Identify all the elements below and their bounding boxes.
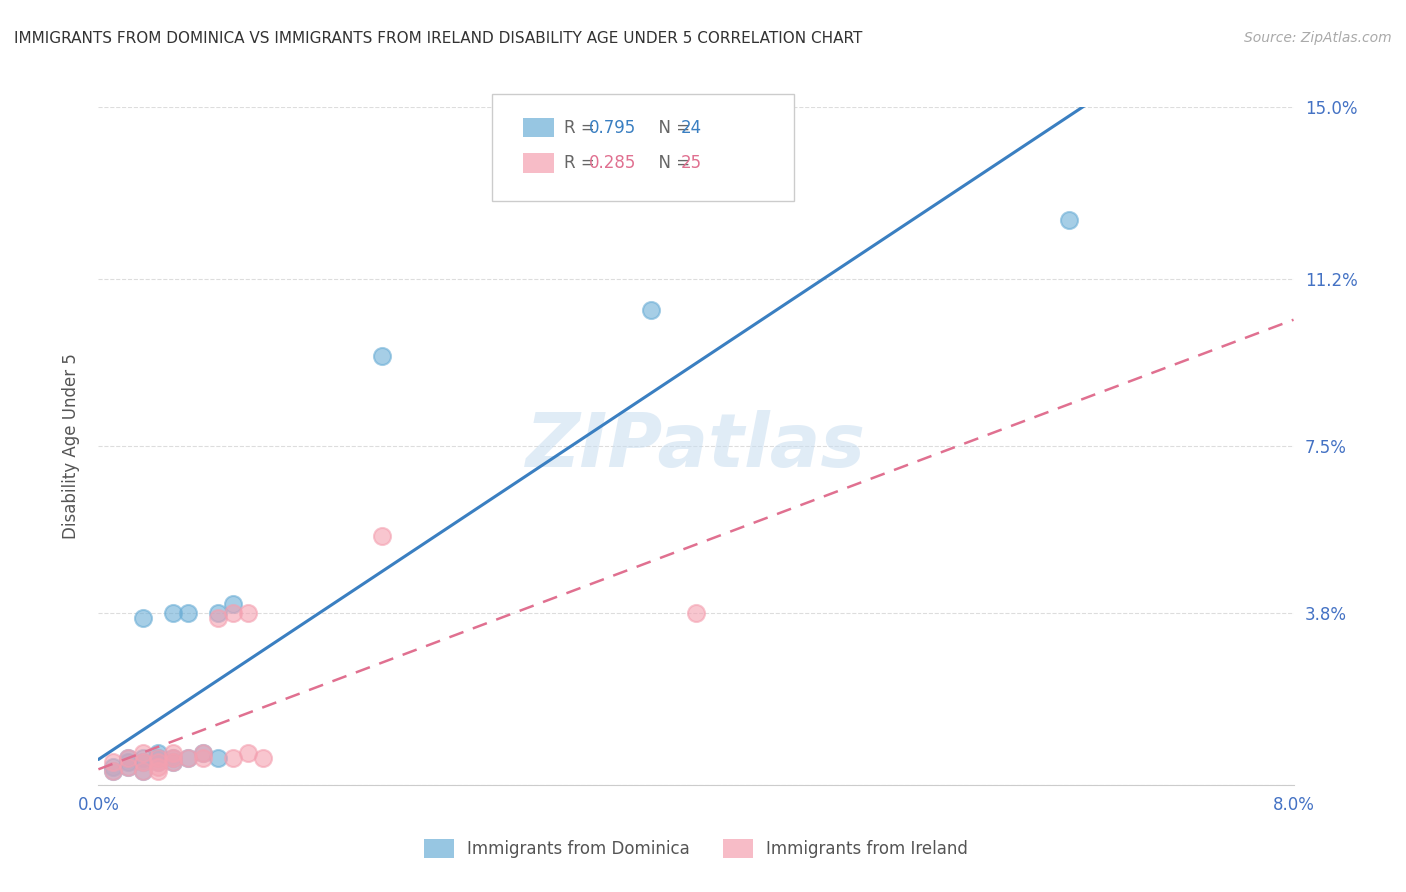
Point [117, 756, 139, 770]
Point [103, 764, 125, 779]
Text: Source: ZipAtlas.com: Source: ZipAtlas.com [1244, 31, 1392, 45]
Point [222, 597, 245, 611]
Point [117, 751, 139, 765]
Point [103, 756, 125, 770]
Point [162, 756, 184, 770]
Point [162, 756, 184, 770]
Point [640, 303, 662, 318]
Point [117, 751, 139, 765]
Point [148, 760, 170, 774]
Text: 25: 25 [681, 154, 702, 172]
Point [222, 606, 245, 620]
Point [191, 751, 214, 765]
Point [148, 756, 170, 770]
Point [162, 747, 184, 761]
Point [252, 751, 274, 765]
Point [236, 606, 259, 620]
Point [191, 747, 214, 761]
Point [148, 756, 170, 770]
Legend: Immigrants from Dominica, Immigrants from Ireland: Immigrants from Dominica, Immigrants fro… [418, 832, 974, 864]
Point [132, 747, 155, 761]
Text: 24: 24 [681, 119, 702, 136]
Point [148, 747, 170, 761]
Point [207, 611, 229, 625]
Point [132, 611, 155, 625]
Point [148, 764, 170, 779]
Text: N =: N = [648, 119, 696, 136]
Point [132, 764, 155, 779]
Point [103, 760, 125, 774]
Point [132, 764, 155, 779]
Point [148, 751, 170, 765]
Point [117, 760, 139, 774]
Point [371, 349, 394, 363]
Point [132, 756, 155, 770]
Point [162, 751, 184, 765]
Text: IMMIGRANTS FROM DOMINICA VS IMMIGRANTS FROM IRELAND DISABILITY AGE UNDER 5 CORRE: IMMIGRANTS FROM DOMINICA VS IMMIGRANTS F… [14, 31, 862, 46]
Point [162, 751, 184, 765]
Point [207, 606, 229, 620]
Text: ZIPatlas: ZIPatlas [526, 409, 866, 483]
Y-axis label: Disability Age Under 5: Disability Age Under 5 [62, 353, 80, 539]
Point [177, 751, 200, 765]
Point [103, 764, 125, 779]
Point [1059, 213, 1081, 227]
Point [236, 747, 259, 761]
Text: 0.285: 0.285 [589, 154, 637, 172]
Point [177, 751, 200, 765]
Point [177, 606, 200, 620]
Text: N =: N = [648, 154, 696, 172]
Point [132, 751, 155, 765]
Point [685, 606, 707, 620]
Point [371, 529, 394, 543]
Point [207, 751, 229, 765]
Text: R =: R = [564, 119, 600, 136]
Point [148, 751, 170, 765]
Point [222, 751, 245, 765]
Point [162, 606, 184, 620]
Point [132, 756, 155, 770]
Point [117, 760, 139, 774]
Text: R =: R = [564, 154, 600, 172]
Text: 0.795: 0.795 [589, 119, 637, 136]
Point [191, 747, 214, 761]
